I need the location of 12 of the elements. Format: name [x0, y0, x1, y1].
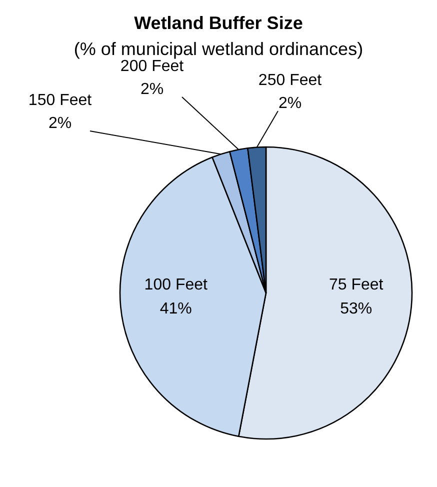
data-label: 2%	[140, 81, 164, 98]
chart-subtitle: (% of municipal wetland ordinances)	[74, 39, 364, 59]
chart-title: Wetland Buffer Size	[134, 13, 303, 33]
data-label: 2%	[278, 95, 302, 112]
slice-label: 75 Feet	[328, 276, 384, 294]
slice-label: 100 Feet	[144, 276, 208, 294]
data-label: 2%	[48, 115, 72, 132]
data-label: 53%	[340, 300, 372, 318]
data-label: 41%	[160, 300, 192, 318]
slice-label: 200 Feet	[120, 58, 184, 75]
slice-label: 250 Feet	[258, 72, 322, 89]
slice-label: 150 Feet	[28, 92, 92, 109]
